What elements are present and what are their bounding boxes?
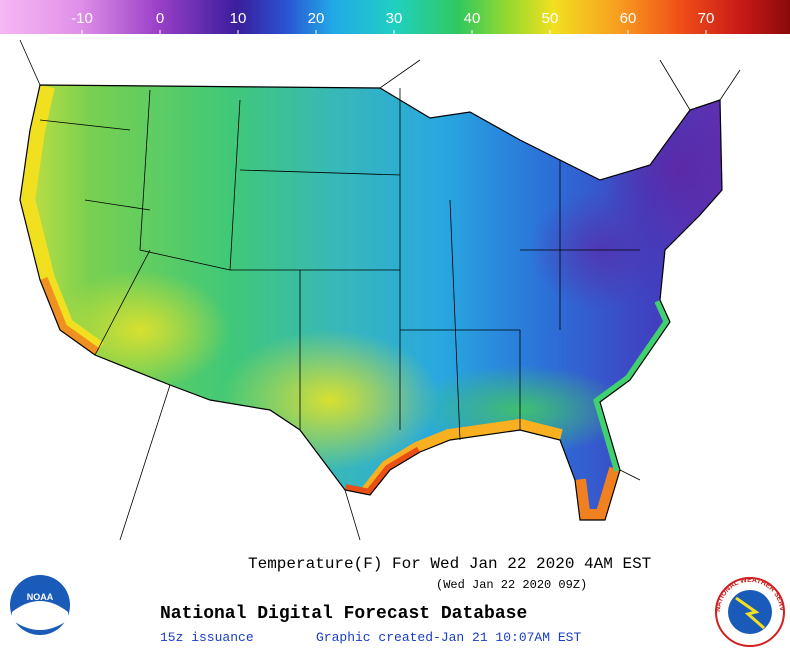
- colorbar-label: 70: [698, 10, 715, 27]
- noaa-logo: NOAA: [10, 575, 70, 635]
- colorbar-label: 10: [230, 10, 247, 27]
- colorbar-label: 40: [464, 10, 481, 27]
- colorbar-label: 30: [386, 10, 403, 27]
- noaa-text: NOAA: [27, 592, 54, 602]
- issuance: 15z issuance: [160, 630, 254, 645]
- product-name: National Digital Forecast Database: [160, 604, 527, 624]
- colorbar-labels: -10 0 10 20 30 40 50 60 70: [71, 10, 714, 34]
- created-time: Graphic created-Jan 21 10:07AM EST: [316, 630, 581, 645]
- map-subtitle: (Wed Jan 22 2020 09Z): [436, 578, 587, 592]
- colorbar-label: 50: [542, 10, 559, 27]
- map-title: Temperature(F) For Wed Jan 22 2020 4AM E…: [248, 555, 651, 573]
- colorbar-label: 0: [156, 10, 164, 27]
- temperature-map: [19, 39, 741, 541]
- colorbar-label: 20: [308, 10, 325, 27]
- colorbar-label: 60: [620, 10, 637, 27]
- colorbar-label: -10: [71, 10, 93, 27]
- colorbar: [0, 0, 790, 34]
